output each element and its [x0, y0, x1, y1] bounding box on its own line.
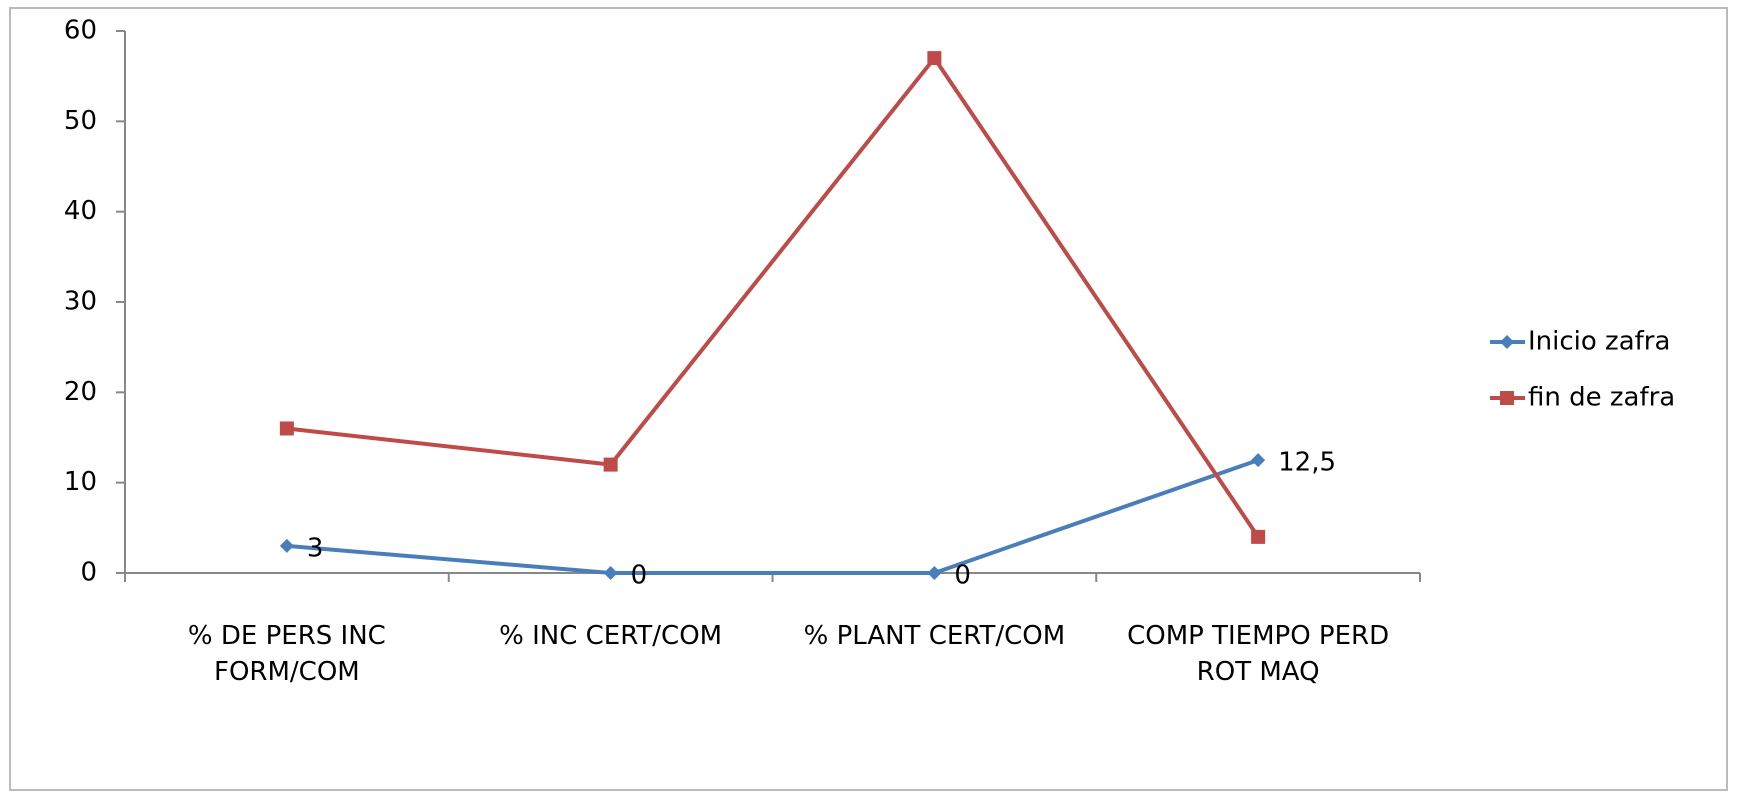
y-tick-label: 50	[64, 106, 97, 136]
point	[927, 51, 942, 66]
data-label: 3	[307, 533, 324, 563]
point	[1500, 335, 1514, 349]
y-tick-label: 10	[64, 467, 97, 497]
y-tick-label: 0	[80, 558, 97, 588]
point	[1251, 453, 1266, 468]
data-label: 0	[631, 561, 648, 591]
y-tick-label: 30	[64, 287, 97, 317]
point	[603, 457, 618, 472]
x-tick-label: COMP TIEMPO PERD ROT MAQ	[1127, 621, 1390, 687]
x-tick-label: % PLANT CERT/COM	[803, 621, 1066, 651]
data-label: 0	[954, 561, 971, 591]
data-label: 12,5	[1278, 448, 1336, 478]
y-tick-label: 20	[64, 377, 97, 407]
chart-border	[9, 7, 1728, 791]
legend-label: Inicio zafra	[1528, 327, 1670, 357]
legend-label: fin de zafra	[1528, 383, 1675, 413]
point	[279, 538, 294, 553]
point	[603, 566, 618, 580]
point	[1500, 391, 1514, 405]
y-tick-label: 60	[64, 16, 97, 46]
y-tick-label: 40	[64, 196, 97, 226]
point	[1251, 529, 1266, 544]
series-line	[286, 54, 1260, 538]
point	[927, 566, 942, 580]
series-line	[286, 458, 1259, 575]
point	[279, 421, 294, 436]
x-tick-label: % DE PERS INC FORM/COM	[187, 621, 386, 687]
x-tick-label: % INC CERT/COM	[499, 621, 723, 651]
